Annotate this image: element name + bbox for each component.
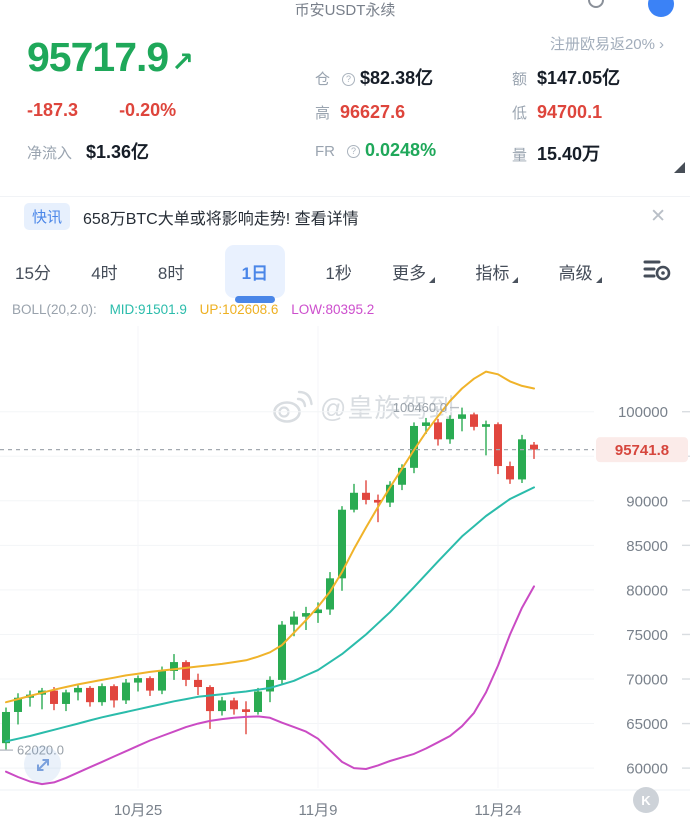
svg-text:100000: 100000 (618, 404, 668, 421)
stat-volume: 量 15.40万 (512, 144, 601, 164)
active-tab-indicator (234, 295, 275, 303)
stat-turnover: 额 $147.05亿 (512, 68, 621, 88)
boll-indicator-readout[interactable]: BOLL(20,2.0): MID:91501.9 UP:102608.6 LO… (12, 302, 383, 317)
chevron-right-icon: › (659, 36, 664, 53)
help-icon[interactable]: ? (342, 73, 356, 86)
dropdown-corner-icon (595, 276, 602, 283)
tab-more-dropdown[interactable]: 更多 (392, 259, 436, 284)
expand-arrows-icon (36, 758, 49, 771)
page-title: 币安USDT永续 (294, 2, 396, 19)
close-icon[interactable]: ✕ (650, 206, 666, 227)
boll-name: BOLL(20,2.0): (12, 302, 97, 317)
chart-settings-icon[interactable] (642, 254, 672, 289)
trend-up-icon: ↗ (171, 47, 194, 77)
news-headline[interactable]: 658万BTC大单或将影响走势! 查看详情 (83, 210, 359, 228)
boll-up-value: UP:102608.6 (199, 302, 279, 317)
svg-text:62020.0: 62020.0 (17, 743, 64, 758)
last-price: 95717.9 ↗ (27, 34, 194, 80)
expand-stats-handle[interactable] (674, 162, 685, 173)
svg-text:100460.0: 100460.0 (393, 400, 447, 415)
news-badge: 快讯 (24, 203, 71, 230)
svg-text:90000: 90000 (626, 493, 668, 510)
stat-high: 高 96627.6 (315, 102, 406, 122)
stat-funding-rate: FR? 0.0248% (315, 140, 437, 160)
price-change: -187.3 -0.20% (27, 100, 176, 121)
svg-text:85000: 85000 (626, 538, 668, 555)
net-inflow-value: $1.36亿 (86, 142, 150, 162)
svg-text:75000: 75000 (626, 627, 668, 644)
svg-text:95741.8: 95741.8 (615, 442, 669, 459)
change-abs: -187.3 (27, 100, 79, 120)
boll-mid-value: MID:91501.9 (109, 302, 187, 317)
net-inflow-label: 净流入 (27, 145, 73, 162)
boll-low-value: LOW:80395.2 (291, 302, 375, 317)
notification-dot-icon[interactable] (648, 0, 674, 17)
stat-low: 低 94700.1 (512, 102, 603, 122)
k-badge[interactable]: K (633, 787, 659, 813)
svg-text:60000: 60000 (626, 761, 668, 778)
svg-text:70000: 70000 (626, 672, 668, 689)
stat-open-interest: 仓? $82.38亿 (315, 68, 434, 88)
svg-text:11月24: 11月24 (474, 802, 521, 819)
weibo-watermark: @皇族驾到 (272, 388, 455, 425)
svg-text:65000: 65000 (626, 716, 668, 733)
watermark-text: @皇族驾到 (320, 393, 456, 423)
dropdown-corner-icon (429, 276, 436, 283)
news-bar[interactable]: 快讯 658万BTC大单或将影响走势! 查看详情 ✕ (0, 196, 690, 236)
top-bar: 币安USDT永续 (0, 0, 690, 22)
help-icon[interactable]: ? (347, 145, 360, 158)
tab-15m[interactable]: 15分 (15, 263, 51, 283)
tab-advanced-dropdown[interactable]: 高级 (559, 259, 602, 284)
svg-text:11月9: 11月9 (299, 802, 338, 819)
timeframe-tabbar: 15分 4时 8时 1日 1秒 更多 指标 高级 (0, 240, 690, 303)
dropdown-corner-icon (512, 276, 519, 283)
chart-expand-button[interactable] (24, 746, 61, 783)
tab-1s[interactable]: 1秒 (325, 263, 352, 283)
promo-banner[interactable]: 注册欧易返20% › (549, 36, 664, 53)
candlestick-chart[interactable]: 100460.062020.01000009500090000850008000… (0, 324, 690, 821)
tab-8h[interactable]: 8时 (157, 263, 185, 283)
tab-4h[interactable]: 4时 (91, 263, 118, 283)
tab-1d-active[interactable]: 1日 (224, 244, 286, 303)
tab-indicators-dropdown[interactable]: 指标 (475, 259, 519, 284)
net-inflow: 净流入 $1.36亿 (27, 138, 149, 164)
svg-text:10月25: 10月25 (114, 802, 162, 819)
svg-text:80000: 80000 (626, 582, 668, 599)
change-pct: -0.20% (119, 100, 177, 120)
